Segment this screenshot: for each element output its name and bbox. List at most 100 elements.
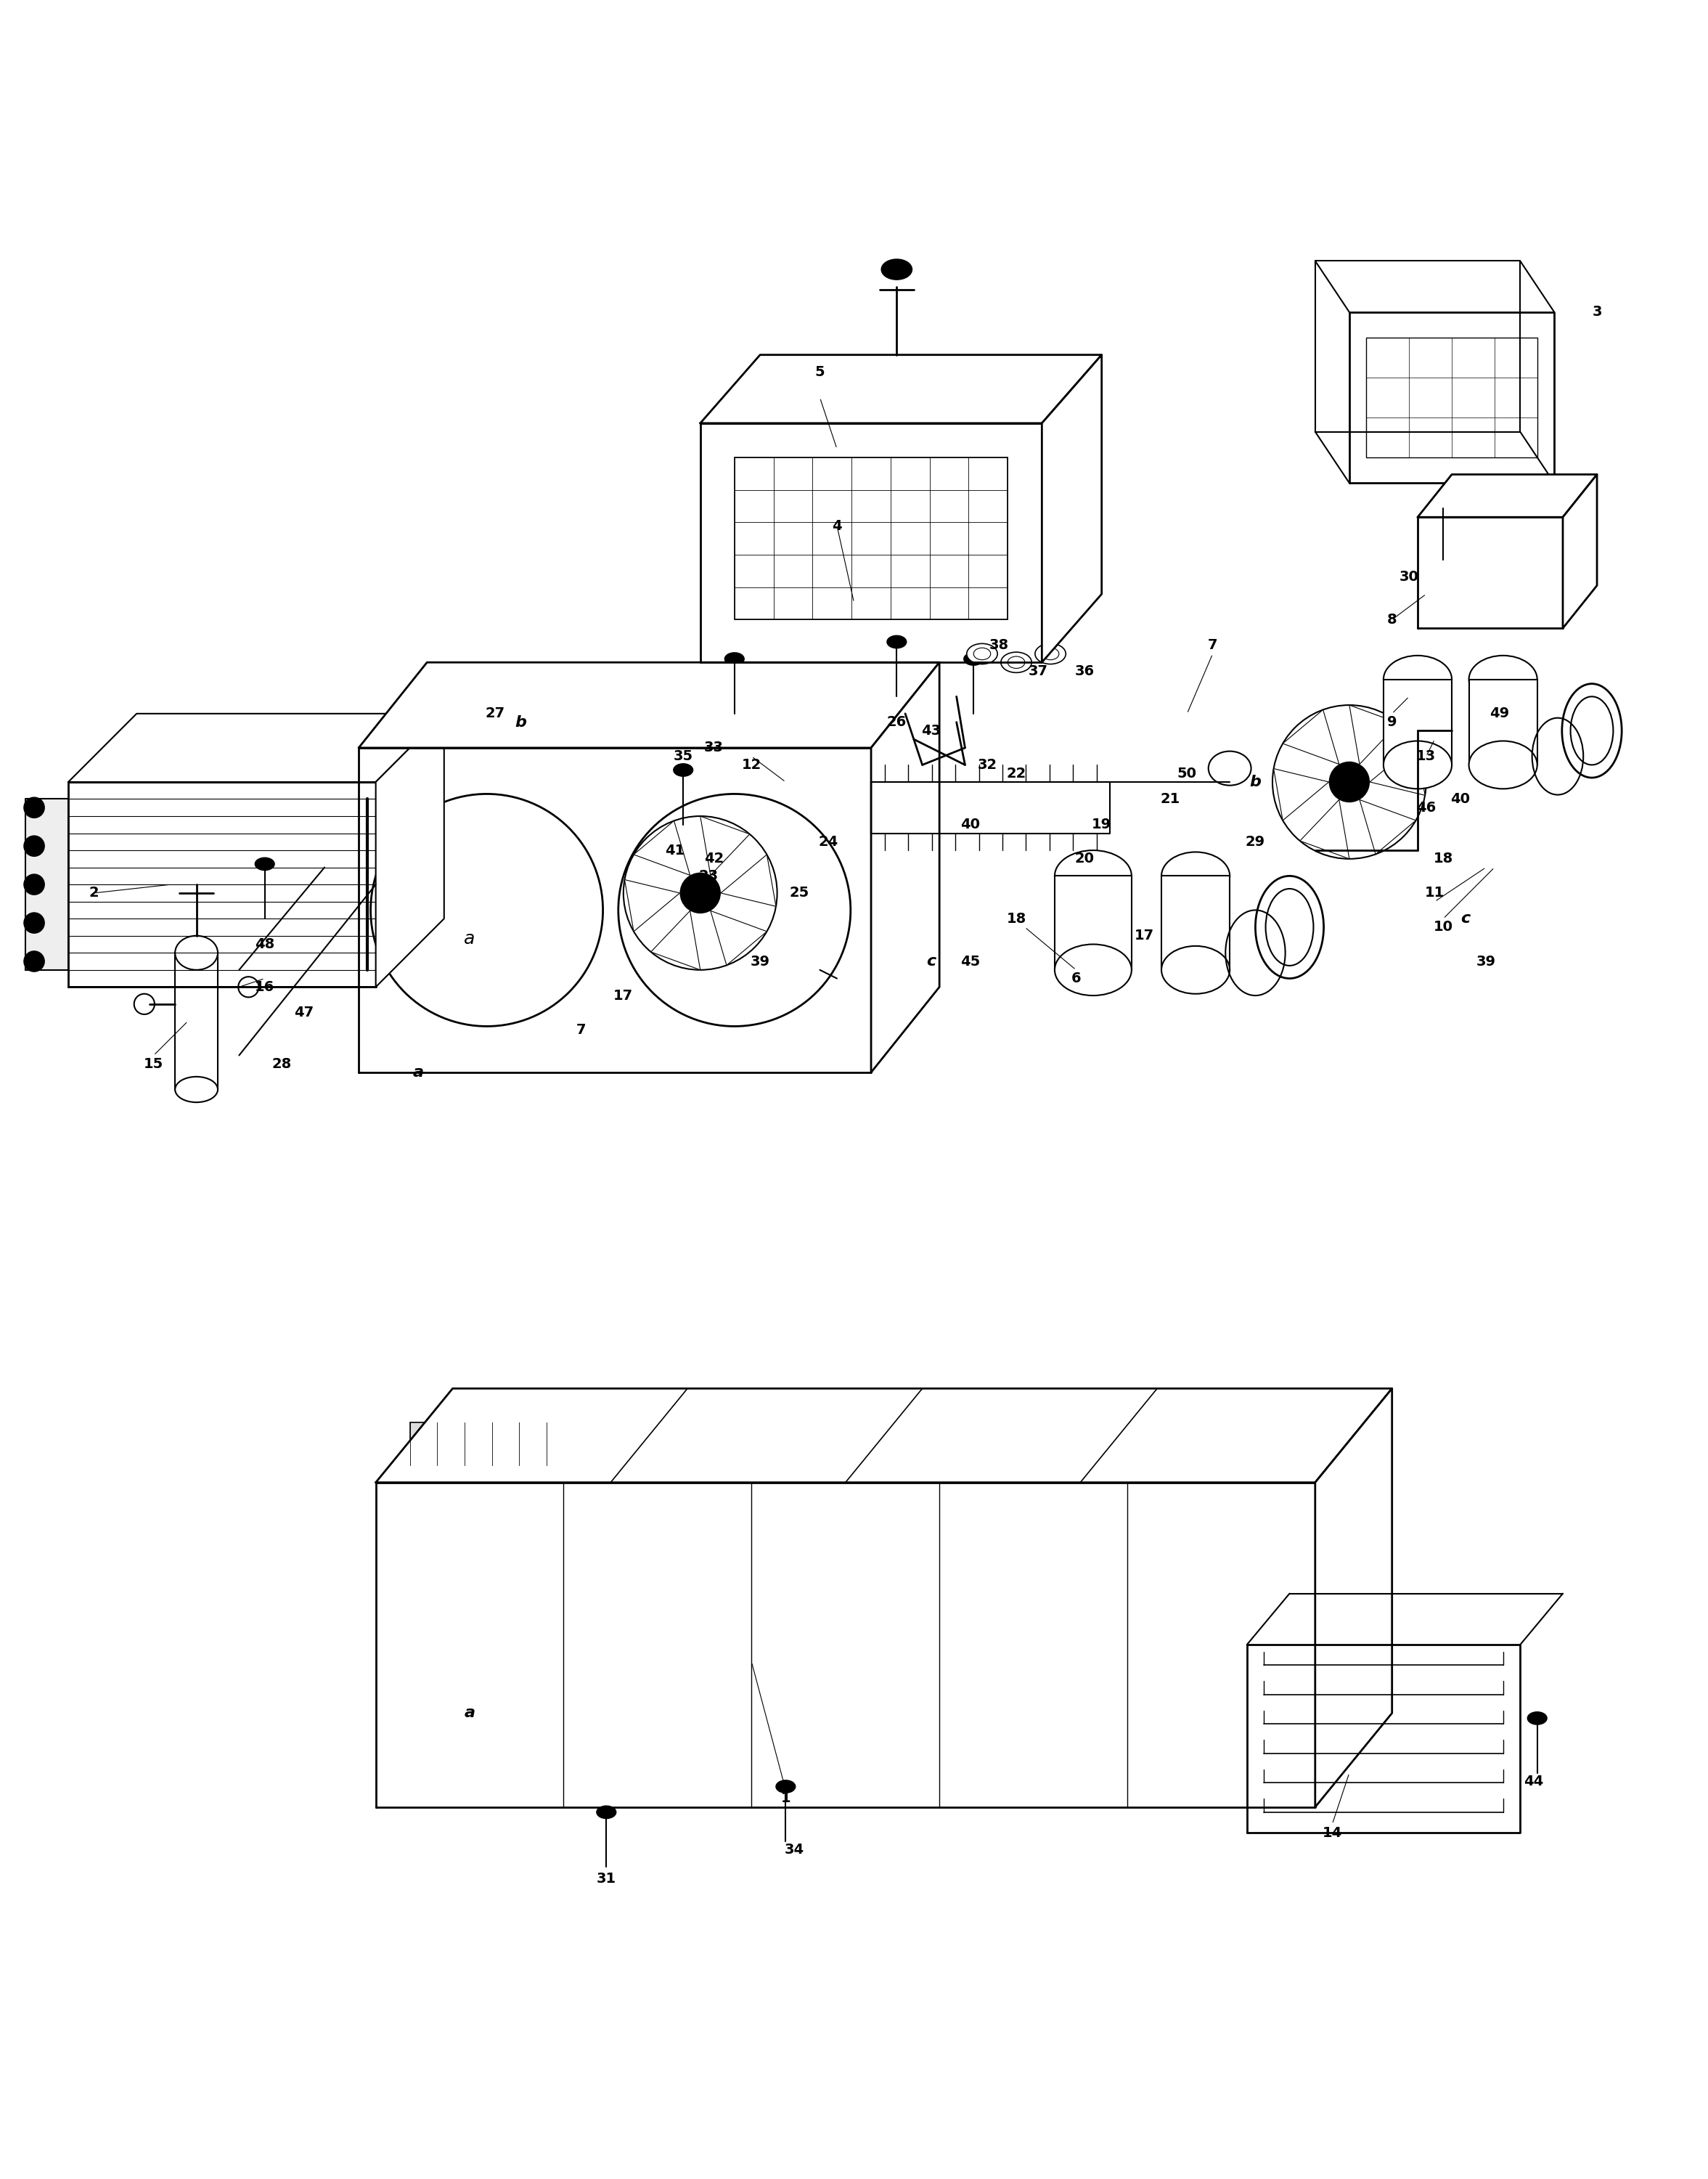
Text: 30: 30	[1399, 571, 1419, 584]
Ellipse shape	[724, 652, 745, 667]
Bar	[410, 1423, 547, 1464]
Text: 25: 25	[789, 887, 810, 900]
Ellipse shape	[775, 1780, 796, 1793]
Text: 38: 38	[989, 638, 1009, 652]
Ellipse shape	[673, 763, 693, 778]
Circle shape	[24, 913, 44, 933]
Text: c: c	[926, 954, 936, 970]
Text: 27: 27	[485, 706, 506, 721]
Text: b: b	[1250, 776, 1261, 789]
Bar	[174, 952, 217, 1090]
Text: 5: 5	[815, 366, 825, 379]
Text: 29: 29	[1245, 835, 1266, 848]
Text: 34: 34	[784, 1843, 804, 1857]
Ellipse shape	[1469, 741, 1537, 789]
Text: 26: 26	[886, 715, 907, 730]
Text: 33: 33	[704, 741, 724, 754]
Polygon shape	[1283, 710, 1339, 765]
Polygon shape	[1274, 769, 1329, 821]
Text: 49: 49	[1489, 706, 1510, 721]
Text: 35: 35	[673, 750, 693, 763]
Text: 17: 17	[613, 989, 634, 1002]
Polygon shape	[700, 817, 750, 876]
Polygon shape	[1300, 800, 1349, 859]
Circle shape	[24, 798, 44, 817]
Text: 11: 11	[1424, 887, 1445, 900]
Circle shape	[24, 874, 44, 896]
Ellipse shape	[1433, 499, 1454, 512]
Text: 16: 16	[254, 981, 275, 994]
Bar	[1366, 338, 1537, 458]
Bar	[1383, 680, 1452, 765]
Text: 44: 44	[1524, 1774, 1544, 1789]
Text: 6: 6	[1071, 972, 1081, 985]
Ellipse shape	[886, 634, 907, 649]
Text: 17: 17	[1134, 928, 1155, 944]
Text: 23: 23	[699, 869, 719, 882]
Ellipse shape	[1035, 643, 1066, 665]
Ellipse shape	[254, 856, 275, 872]
Bar	[1054, 876, 1131, 970]
Text: 14: 14	[1322, 1826, 1342, 1839]
Polygon shape	[1042, 355, 1102, 662]
Ellipse shape	[1527, 1711, 1547, 1726]
Circle shape	[24, 837, 44, 856]
Ellipse shape	[1161, 852, 1230, 900]
Ellipse shape	[881, 259, 912, 279]
Polygon shape	[376, 1388, 1392, 1482]
Text: 22: 22	[1006, 767, 1027, 780]
Text: 31: 31	[596, 1872, 617, 1885]
Ellipse shape	[967, 643, 997, 665]
Polygon shape	[1370, 743, 1424, 795]
Polygon shape	[1418, 475, 1597, 516]
Text: 40: 40	[1450, 793, 1471, 806]
Ellipse shape	[1383, 741, 1452, 789]
Polygon shape	[26, 800, 68, 970]
Circle shape	[680, 872, 721, 913]
Polygon shape	[68, 715, 444, 782]
Text: 3: 3	[1592, 305, 1602, 318]
Text: 36: 36	[1074, 665, 1095, 678]
Text: 45: 45	[960, 954, 980, 967]
Text: 50: 50	[1177, 767, 1197, 780]
Polygon shape	[634, 821, 690, 876]
Text: 9: 9	[1387, 715, 1397, 730]
Circle shape	[24, 950, 44, 972]
Text: 39: 39	[750, 954, 770, 967]
Bar	[734, 458, 1008, 619]
Text: 15: 15	[143, 1057, 164, 1070]
Text: 13: 13	[1416, 750, 1436, 763]
Text: a: a	[413, 1066, 424, 1079]
Text: 12: 12	[741, 758, 762, 771]
Polygon shape	[1563, 475, 1597, 628]
Text: 37: 37	[1028, 665, 1049, 678]
Ellipse shape	[596, 1806, 617, 1819]
Text: 4: 4	[832, 519, 842, 532]
Polygon shape	[1349, 706, 1399, 765]
Text: 2: 2	[89, 887, 99, 900]
Text: 1: 1	[781, 1791, 791, 1806]
Text: c: c	[1460, 911, 1471, 926]
Text: 21: 21	[1160, 793, 1180, 806]
Ellipse shape	[1054, 850, 1131, 902]
Text: 19: 19	[1091, 817, 1112, 832]
Ellipse shape	[1383, 656, 1452, 704]
Ellipse shape	[1469, 656, 1537, 704]
Text: 46: 46	[1416, 800, 1436, 815]
Ellipse shape	[174, 1076, 217, 1103]
Polygon shape	[711, 911, 767, 965]
Text: 24: 24	[818, 835, 839, 848]
Text: 43: 43	[921, 723, 941, 739]
Text: 42: 42	[704, 852, 724, 865]
Polygon shape	[651, 911, 700, 970]
Polygon shape	[376, 715, 444, 987]
Polygon shape	[1360, 800, 1416, 854]
Text: 18: 18	[1006, 911, 1027, 926]
Ellipse shape	[174, 935, 217, 970]
Bar	[1469, 680, 1537, 765]
Text: 32: 32	[977, 758, 997, 771]
Polygon shape	[625, 880, 680, 930]
Ellipse shape	[1161, 946, 1230, 994]
Text: a: a	[465, 930, 475, 948]
Text: 7: 7	[1208, 638, 1218, 652]
